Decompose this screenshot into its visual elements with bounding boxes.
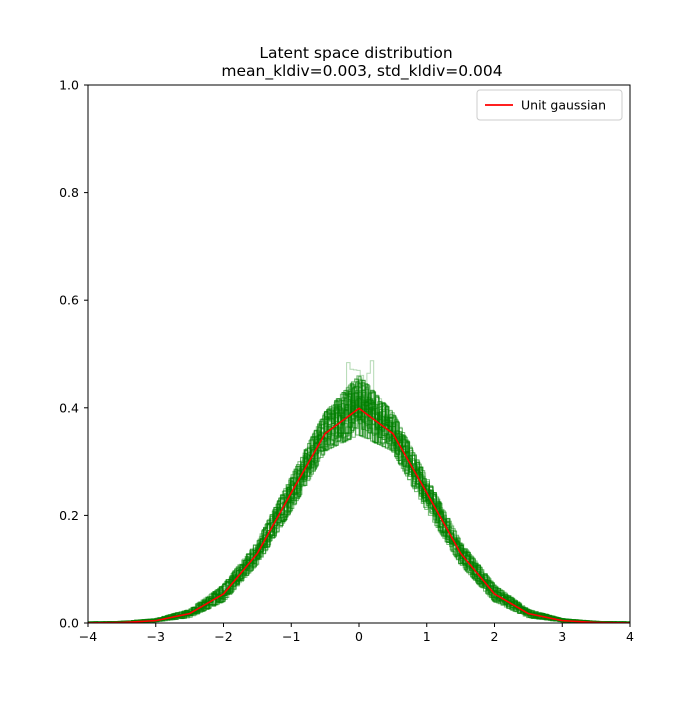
x-tick-label: 3 (558, 629, 566, 644)
x-tick-label: 2 (491, 629, 499, 644)
x-tick-label: 4 (626, 629, 634, 644)
plot-clipped-group (88, 360, 630, 623)
x-tick-label: −3 (147, 629, 165, 644)
y-tick-label: 0.8 (59, 185, 79, 200)
x-tick-label: 0 (355, 629, 363, 644)
x-tick-label: −4 (79, 629, 97, 644)
legend-label-unit-gaussian: Unit gaussian (521, 98, 606, 113)
chart-title-line2: mean_kldiv=0.003, std_kldiv=0.004 (221, 62, 502, 81)
x-tick-label: 1 (423, 629, 431, 644)
axes: −4 −3 −2 −1 0 1 2 3 4 0.0 0.2 0.4 0.6 0.8 1.0 (59, 78, 634, 645)
y-tick-label: 0.0 (59, 616, 79, 631)
x-tick-label: −1 (282, 629, 300, 644)
histogram-step-31 (88, 390, 630, 623)
unit-gaussian-line (88, 407, 630, 623)
x-tick-label: −2 (214, 629, 232, 644)
chart-title-line1: Latent space distribution (259, 44, 452, 62)
plot-area (88, 360, 630, 623)
y-tick-label: 0.6 (59, 293, 79, 308)
y-tick-label: 1.0 (59, 78, 79, 93)
y-tick-label: 0.2 (59, 508, 79, 523)
y-tick-label: 0.4 (59, 400, 79, 415)
legend-box (476, 89, 623, 121)
legend: Unit gaussian (476, 89, 623, 121)
